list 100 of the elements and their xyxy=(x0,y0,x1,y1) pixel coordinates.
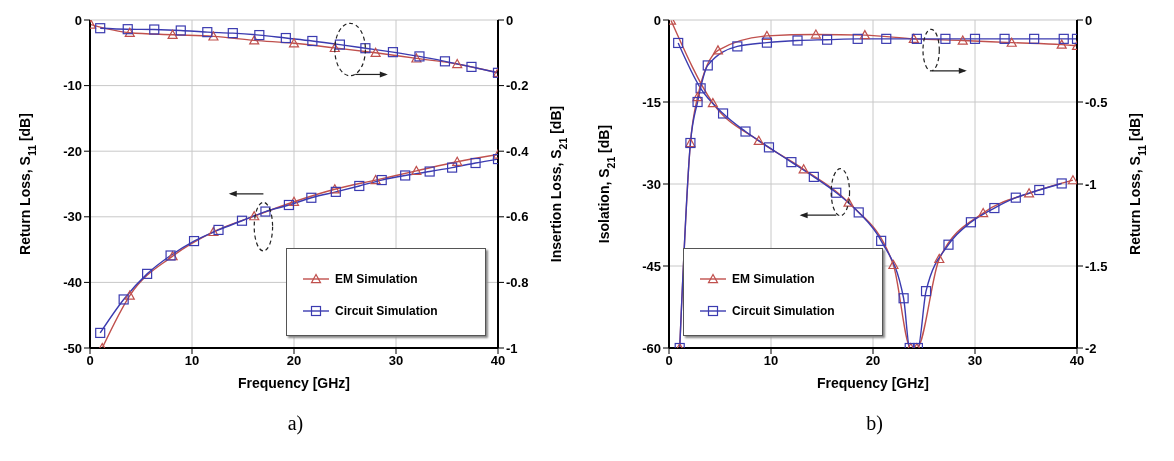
y2-tick-label: -1 xyxy=(506,340,518,356)
point xyxy=(387,47,399,58)
point xyxy=(707,97,718,108)
y2-tick-label: 0 xyxy=(1085,12,1093,28)
point xyxy=(288,38,300,48)
point xyxy=(254,29,265,41)
point xyxy=(761,37,773,48)
legend-label: Circuit Simulation xyxy=(335,304,438,318)
point xyxy=(208,31,219,41)
point xyxy=(1058,33,1069,44)
point xyxy=(695,83,706,94)
point xyxy=(466,61,477,72)
point xyxy=(989,202,1000,214)
point xyxy=(876,235,887,246)
point xyxy=(831,187,842,198)
point xyxy=(943,239,954,250)
x-tick-label: 10 xyxy=(763,353,779,369)
point xyxy=(843,197,854,207)
point xyxy=(763,142,775,153)
point xyxy=(95,23,106,34)
y-tick-label: -10 xyxy=(63,78,82,94)
point xyxy=(740,126,751,137)
point xyxy=(978,207,989,218)
point xyxy=(957,35,968,45)
point xyxy=(167,29,178,39)
x-tick-label: 40 xyxy=(490,353,506,369)
point xyxy=(717,108,729,119)
legend-label: EM Simulation xyxy=(335,272,418,286)
point xyxy=(213,224,224,236)
point xyxy=(208,226,219,237)
y-tick-label: -60 xyxy=(642,340,661,356)
point xyxy=(965,217,977,228)
y2-tick-label: -1.5 xyxy=(1085,258,1108,274)
point xyxy=(142,268,153,279)
point xyxy=(786,157,797,168)
y2-tick-label: -1 xyxy=(1085,176,1097,192)
point xyxy=(236,215,248,226)
y-tick-label: -20 xyxy=(63,143,82,159)
point xyxy=(1006,37,1017,47)
x-tick-label: 10 xyxy=(184,353,200,369)
point xyxy=(1029,33,1040,44)
point xyxy=(124,290,135,300)
y2-tick-label: -0.2 xyxy=(506,78,529,94)
point xyxy=(822,34,833,45)
point xyxy=(808,171,819,182)
point xyxy=(702,60,713,71)
point xyxy=(452,156,463,166)
point xyxy=(1056,178,1067,189)
y-tick-label: -30 xyxy=(642,176,661,192)
point xyxy=(692,96,703,108)
point xyxy=(249,35,260,45)
point xyxy=(940,33,951,44)
point xyxy=(753,135,764,146)
point xyxy=(370,47,381,57)
point xyxy=(673,37,684,49)
point xyxy=(424,166,435,177)
point xyxy=(1023,188,1035,198)
point xyxy=(712,45,724,55)
point xyxy=(853,207,864,218)
point xyxy=(792,35,803,46)
point xyxy=(439,56,451,67)
y-tick-label: -30 xyxy=(63,209,82,225)
y-tick-label: -15 xyxy=(642,94,661,110)
point xyxy=(881,33,892,44)
text: b) xyxy=(865,412,884,435)
x-tick-label: 20 xyxy=(865,353,881,369)
y2-tick-label: 0 xyxy=(506,12,514,28)
point xyxy=(999,33,1010,44)
x-tick-label: 40 xyxy=(1069,353,1085,369)
point xyxy=(798,164,809,174)
point xyxy=(360,43,371,54)
point xyxy=(306,192,317,203)
point xyxy=(692,91,703,102)
point xyxy=(175,25,186,36)
x-tick-label: 0 xyxy=(665,353,673,369)
point xyxy=(470,157,481,169)
point xyxy=(411,165,422,176)
point xyxy=(452,58,463,69)
point xyxy=(810,29,821,39)
point xyxy=(334,39,345,50)
point xyxy=(354,180,365,192)
y-tick-label: 0 xyxy=(653,12,661,28)
legend-label: Circuit Simulation xyxy=(732,304,835,318)
y2-tick-label: -0.6 xyxy=(506,209,529,225)
y-tick-label: 0 xyxy=(74,12,82,28)
point xyxy=(118,294,129,305)
point xyxy=(188,235,200,247)
point xyxy=(307,35,318,47)
point xyxy=(859,29,870,40)
y2-tick-label: -0.5 xyxy=(1085,94,1108,110)
y-tick-label: -50 xyxy=(63,340,82,356)
x-axis-title: Frequency [GHz] xyxy=(237,375,351,391)
y2-tick-label: -0.8 xyxy=(506,275,529,291)
y-tick-label: -40 xyxy=(63,275,82,291)
point xyxy=(149,24,160,35)
point xyxy=(260,206,271,217)
point xyxy=(969,33,981,44)
point xyxy=(920,286,932,297)
x-tick-label: 30 xyxy=(967,353,983,369)
y2-tick-label: -2 xyxy=(1085,340,1097,356)
